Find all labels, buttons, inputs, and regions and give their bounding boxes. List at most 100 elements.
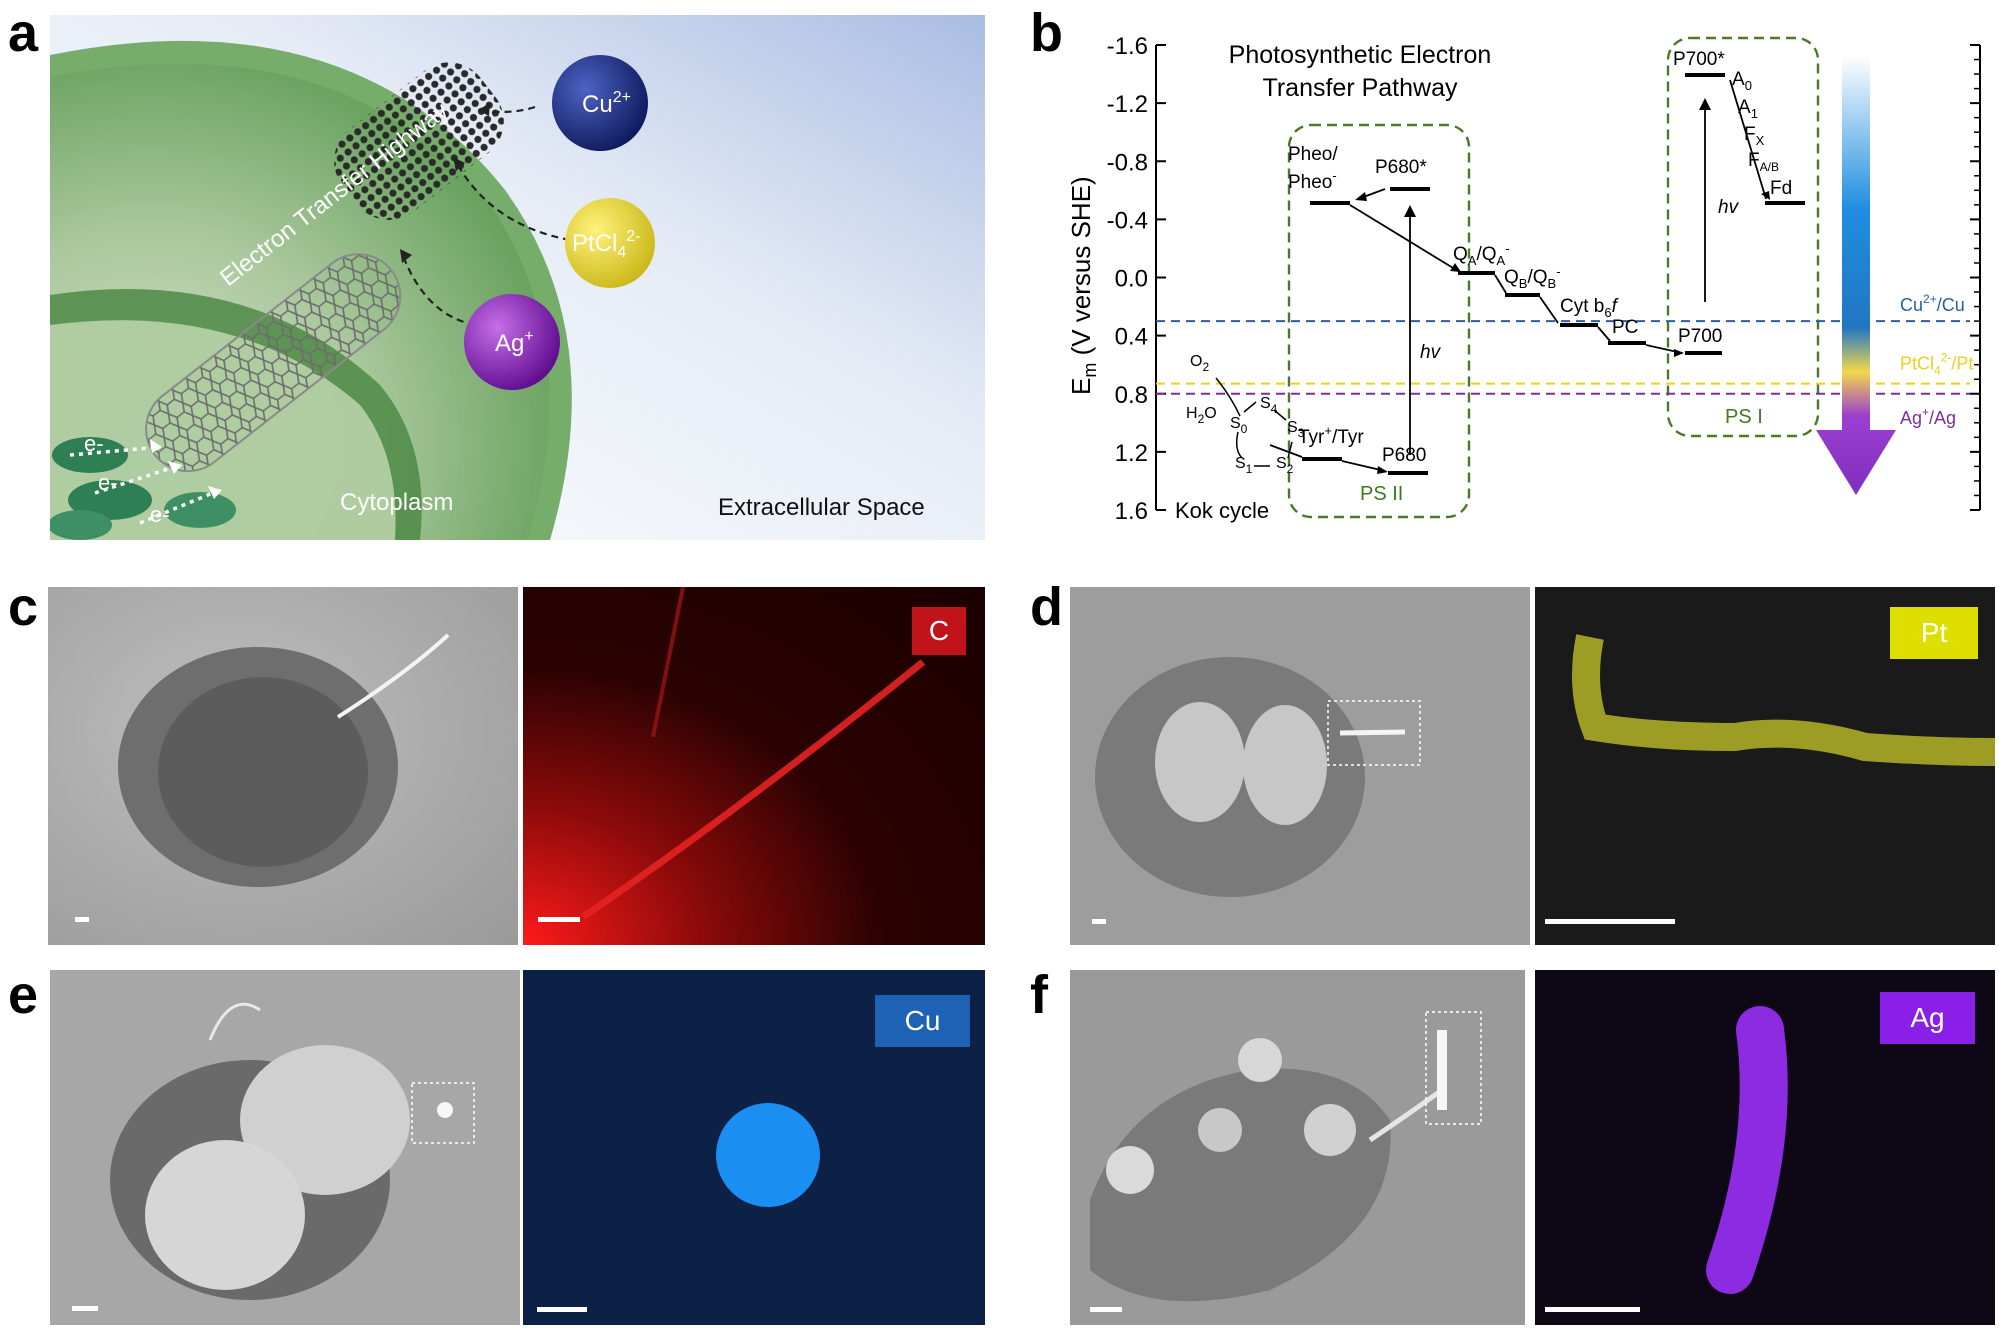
electron-label-3: e- xyxy=(150,502,170,527)
svg-text:S4: S4 xyxy=(1260,395,1278,416)
panel-e-map: Cu xyxy=(523,970,985,1325)
svg-text:S2: S2 xyxy=(1276,455,1294,476)
y-tick-label: -1.6 xyxy=(1107,33,1148,60)
label-qb: QB/QB- xyxy=(1504,264,1561,291)
redox-label-pt: PtCl42-/Pt xyxy=(1900,351,1973,378)
chart-title-line2: Transfer Pathway xyxy=(1263,74,1458,102)
thylakoid-disc xyxy=(50,510,112,540)
y-tick-label: 0.8 xyxy=(1115,382,1148,409)
label-fx: FX xyxy=(1744,124,1765,148)
cell-lobe-1 xyxy=(1155,702,1245,822)
label-pheo2: Pheo- xyxy=(1288,168,1337,193)
zoom-box xyxy=(411,1082,475,1144)
electron-arrows xyxy=(69,445,221,525)
label-fab: FA/B xyxy=(1748,150,1779,174)
panel-label-a: a xyxy=(8,3,39,63)
y-tick-label: 1.6 xyxy=(1115,498,1148,525)
panel-d-sem xyxy=(1070,587,1530,945)
y-tick-label: 1.2 xyxy=(1115,440,1148,467)
pt-nanostructure xyxy=(1339,729,1406,736)
pt-ion-label: PtCl42- xyxy=(572,228,640,261)
panel-b-chart: -1.6 -1.2 -0.8 -0.4 0.0 0.4 0.8 1.2 1.6 Em (V ve… xyxy=(1030,0,1999,560)
cu-ion-label: Cu2+ xyxy=(582,89,631,118)
panel-d-sem-svg xyxy=(1095,657,1421,897)
label-cytb6f: Cyt b6f xyxy=(1560,296,1619,320)
label-a1: A1 xyxy=(1738,97,1758,121)
thylakoid-disc xyxy=(52,437,128,473)
scale-bar xyxy=(1090,1307,1122,1312)
pt-ion-sphere xyxy=(565,198,655,288)
potential-gradient-arrow xyxy=(1816,55,1896,495)
element-badge-c: C xyxy=(912,607,966,655)
y-ticks: -1.6 -1.2 -0.8 -0.4 0.0 0.4 0.8 1.2 1.6 xyxy=(1107,33,1980,525)
y-tick-label: -0.8 xyxy=(1107,149,1148,176)
panel-e-sem-svg xyxy=(110,1002,475,1300)
cu-ion-sphere xyxy=(552,55,648,151)
thylakoid-disc xyxy=(68,480,152,520)
panel-d-map: Pt xyxy=(1535,587,1995,945)
ag-signal xyxy=(1706,1006,1788,1294)
pt-signal xyxy=(1572,634,1995,766)
zoom-box xyxy=(1425,1011,1482,1125)
level-labels: Pheo/ Pheo- P680* QA/QA- QB/QB- Cyt b6f … xyxy=(1288,49,1792,466)
cu-signal xyxy=(716,1103,820,1207)
element-badge-cu: Cu xyxy=(875,995,970,1047)
electron-label-2: e- xyxy=(98,470,118,495)
psi-box xyxy=(1666,36,1820,438)
kok-o2: O2 xyxy=(1190,353,1209,374)
electron-arrowheads xyxy=(150,439,222,499)
panel-a-illustration: Cu2+ PtCl42- Ag+ Electron Transfer Highw… xyxy=(50,15,985,540)
carbon-signal xyxy=(581,659,926,920)
panel-label-e: e xyxy=(8,965,39,1025)
panel-label-b: b xyxy=(1030,3,1063,63)
chart-title-line1: Photosynthetic Electron xyxy=(1229,41,1492,69)
scale-bar xyxy=(1545,919,1675,924)
label-hv-psi: hv xyxy=(1718,197,1740,218)
panel-c-sem xyxy=(48,587,518,945)
panel-label-c: c xyxy=(8,577,39,637)
cu-particle xyxy=(437,1102,453,1118)
energy-diagram-svg: -1.6 -1.2 -0.8 -0.4 0.0 0.4 0.8 1.2 1.6 Em (V ve… xyxy=(1066,33,1981,525)
cell-lobe-2 xyxy=(1243,705,1327,825)
label-p700star: P700* xyxy=(1673,49,1725,70)
carbon-nanotube-outer xyxy=(334,62,504,220)
element-badge-pt: Pt xyxy=(1890,607,1978,659)
label-a0: A0 xyxy=(1732,69,1752,93)
label-qa: QA/QA- xyxy=(1453,241,1510,268)
svg-text:S1: S1 xyxy=(1235,455,1253,476)
panel-c-map: C xyxy=(523,587,985,945)
panel-f-map-svg xyxy=(1706,1006,1788,1294)
cell-body xyxy=(158,677,368,867)
element-badge-ag: Ag xyxy=(1880,992,1975,1044)
panel-e-sem xyxy=(50,970,520,1325)
redox-label-cu: Cu2+/Cu xyxy=(1900,292,1965,315)
svg-text:S0: S0 xyxy=(1230,415,1248,436)
psii-box xyxy=(1287,123,1471,519)
label-hv-psii: hv xyxy=(1420,342,1442,363)
panel-d-map-svg xyxy=(1572,634,1995,766)
panel-label-d: d xyxy=(1030,577,1063,637)
electron-label-1: e- xyxy=(84,431,104,456)
transfer-arrowheads xyxy=(1355,98,1770,474)
scale-bar xyxy=(537,1307,587,1312)
panel-label-f: f xyxy=(1030,965,1048,1025)
svg-text:S3: S3 xyxy=(1287,419,1305,440)
panel-f-sem-svg xyxy=(1090,1011,1482,1302)
kok-cycle: H2O O2 S0 S4 S3 S2 S1 Kok cycle xyxy=(1175,353,1305,523)
kok-label: Kok cycle xyxy=(1175,498,1269,523)
scale-bar xyxy=(72,1306,98,1311)
y-tick-label: 0.0 xyxy=(1115,266,1148,293)
label-p700: P700 xyxy=(1678,326,1722,347)
nanotube-fiber xyxy=(336,633,450,719)
redox-label-ag: Ag+/Ag xyxy=(1900,405,1956,428)
psi-label: PS I xyxy=(1725,406,1763,428)
label-tyr: Tyr+/Tyr xyxy=(1298,423,1364,448)
energy-levels xyxy=(1302,73,1805,475)
label-pheo: Pheo/ xyxy=(1288,144,1338,165)
panel-c-sem-svg xyxy=(118,633,450,887)
kok-h2o: H2O xyxy=(1186,405,1217,426)
panel-f-sem xyxy=(1070,970,1525,1325)
y-tick-label: 0.4 xyxy=(1115,324,1148,351)
redox-lines: Cu2+/Cu PtCl42-/Pt Ag+/Ag xyxy=(1156,292,1973,428)
thylakoid-disc xyxy=(164,492,236,528)
